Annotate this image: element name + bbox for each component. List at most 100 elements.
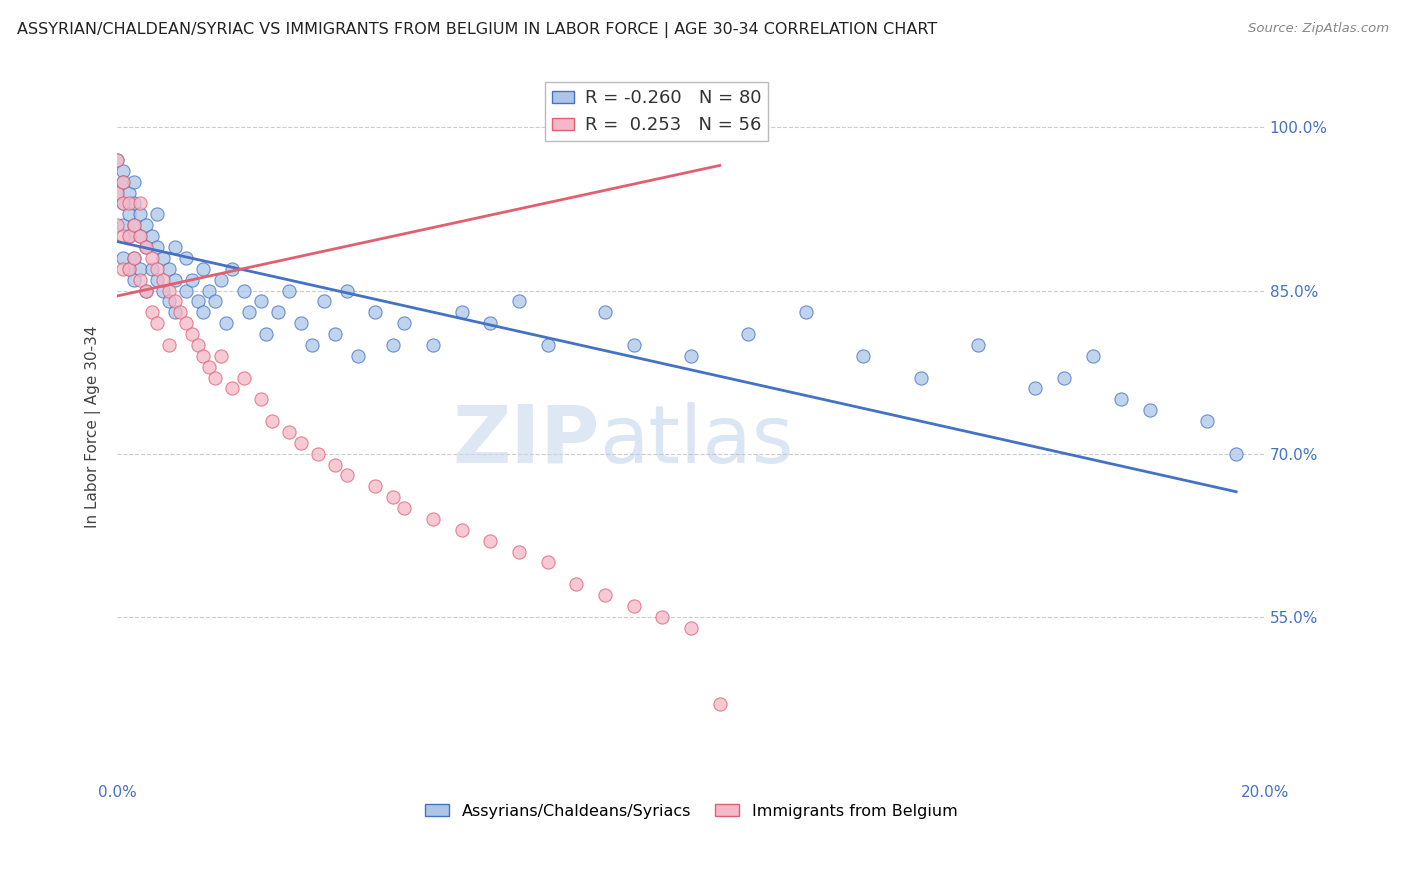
Point <box>737 326 759 341</box>
Point <box>479 533 502 548</box>
Point <box>209 349 232 363</box>
Point <box>623 599 645 613</box>
Point <box>1197 414 1219 428</box>
Point <box>129 272 152 286</box>
Point <box>392 316 415 330</box>
Point <box>323 326 346 341</box>
Point <box>124 219 146 233</box>
Point <box>323 458 346 472</box>
Point <box>204 294 226 309</box>
Point <box>163 272 186 286</box>
Point <box>111 261 134 276</box>
Point <box>593 588 616 602</box>
Point <box>290 435 312 450</box>
Point <box>105 186 128 200</box>
Point <box>163 294 186 309</box>
Point <box>180 272 202 286</box>
Point <box>105 219 128 233</box>
Point <box>1225 447 1247 461</box>
Point <box>152 284 174 298</box>
Point <box>422 338 444 352</box>
Point <box>118 261 141 276</box>
Point <box>105 153 128 167</box>
Point <box>141 305 163 319</box>
Point <box>910 370 932 384</box>
Point <box>536 338 558 352</box>
Point <box>381 338 404 352</box>
Point <box>262 414 284 428</box>
Point <box>129 229 152 244</box>
Point <box>174 284 197 298</box>
Text: atlas: atlas <box>599 401 793 480</box>
Point <box>278 425 301 439</box>
Point <box>141 251 163 265</box>
Point <box>508 544 530 558</box>
Point <box>118 261 141 276</box>
Point <box>118 207 141 221</box>
Point <box>852 349 875 363</box>
Point <box>256 326 278 341</box>
Point <box>157 294 180 309</box>
Point <box>152 251 174 265</box>
Point <box>290 316 312 330</box>
Point <box>312 294 335 309</box>
Point <box>193 305 215 319</box>
Point <box>422 512 444 526</box>
Point <box>111 175 134 189</box>
Point <box>794 305 817 319</box>
Point <box>146 272 169 286</box>
Point <box>129 229 152 244</box>
Point <box>209 272 232 286</box>
Point <box>709 697 731 711</box>
Point <box>651 609 673 624</box>
Point <box>141 229 163 244</box>
Point <box>681 621 703 635</box>
Point <box>681 349 703 363</box>
Point <box>118 229 141 244</box>
Point <box>450 523 472 537</box>
Point <box>249 294 271 309</box>
Point <box>118 196 141 211</box>
Y-axis label: In Labor Force | Age 30-34: In Labor Force | Age 30-34 <box>86 326 101 528</box>
Point <box>111 164 134 178</box>
Point <box>135 240 157 254</box>
Point <box>111 196 134 211</box>
Point <box>221 381 243 395</box>
Point <box>593 305 616 319</box>
Point <box>249 392 271 407</box>
Point <box>124 251 146 265</box>
Point <box>193 261 215 276</box>
Point <box>169 305 191 319</box>
Point <box>124 272 146 286</box>
Point <box>536 556 558 570</box>
Point <box>118 186 141 200</box>
Point <box>336 468 359 483</box>
Point <box>129 261 152 276</box>
Point <box>129 207 152 221</box>
Point <box>152 272 174 286</box>
Point <box>1024 381 1046 395</box>
Point <box>450 305 472 319</box>
Point <box>232 284 254 298</box>
Point <box>364 479 387 493</box>
Point <box>174 316 197 330</box>
Point <box>392 501 415 516</box>
Point <box>135 240 157 254</box>
Text: ASSYRIAN/CHALDEAN/SYRIAC VS IMMIGRANTS FROM BELGIUM IN LABOR FORCE | AGE 30-34 C: ASSYRIAN/CHALDEAN/SYRIAC VS IMMIGRANTS F… <box>17 22 938 38</box>
Point <box>307 447 329 461</box>
Point <box>163 305 186 319</box>
Point <box>347 349 370 363</box>
Point <box>157 284 180 298</box>
Point <box>135 219 157 233</box>
Point <box>157 261 180 276</box>
Point <box>146 261 169 276</box>
Point <box>1081 349 1104 363</box>
Point <box>124 219 146 233</box>
Point <box>146 240 169 254</box>
Point <box>198 284 221 298</box>
Point <box>381 490 404 504</box>
Point <box>301 338 323 352</box>
Point <box>174 251 197 265</box>
Point <box>565 577 588 591</box>
Point <box>198 359 221 374</box>
